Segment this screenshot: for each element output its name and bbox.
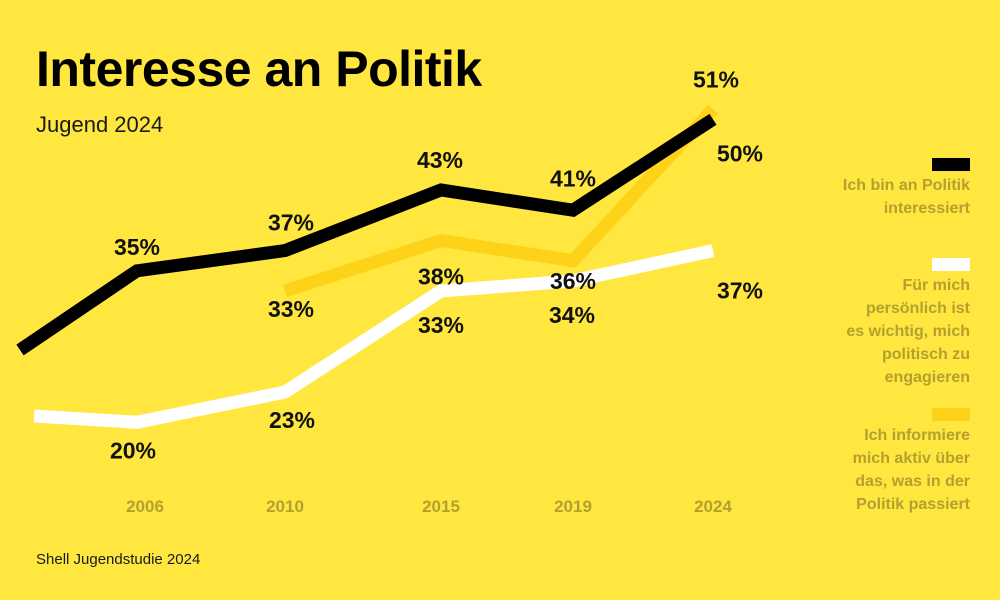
legend-label-line: es wichtig, mich (846, 323, 970, 340)
data-label: 33% (418, 312, 464, 338)
data-label: 37% (717, 278, 763, 304)
x-tick-label: 2010 (266, 497, 304, 516)
chart-title: Interesse an Politik (36, 41, 482, 97)
series-line (33, 244, 715, 429)
source-note: Shell Jugendstudie 2024 (36, 551, 201, 568)
legend-label-line: das, was in der (855, 473, 970, 490)
legend-label-line: interessiert (883, 200, 970, 217)
data-label: 35% (114, 234, 160, 260)
legend-swatch (932, 158, 970, 171)
data-label: 23% (269, 407, 315, 433)
data-label: 20% (110, 437, 156, 463)
data-label: 34% (549, 302, 595, 328)
data-label: 50% (717, 140, 763, 166)
legend-label-line: Ich informiere (864, 427, 970, 444)
data-label: 37% (268, 210, 314, 236)
chart-subtitle: Jugend 2024 (36, 112, 164, 137)
legend-label-line: Für mich (902, 277, 970, 294)
legend-label-line: engagieren (884, 369, 970, 386)
legend-label-line: politisch zu (882, 346, 970, 363)
legend-swatch (932, 408, 970, 421)
legend-label: Für mich persönlich ist es wichtig, mich po… (800, 274, 970, 389)
x-tick-label: 2015 (422, 497, 460, 516)
legend-label-line: persönlich ist (865, 300, 970, 317)
x-tick-label: 2024 (694, 497, 732, 516)
data-label: 38% (418, 264, 464, 290)
legend-label-line: mich aktiv über (852, 450, 970, 467)
series-line (282, 104, 718, 298)
data-label: 51% (693, 66, 739, 92)
data-label: 43% (417, 147, 463, 173)
series-line (16, 113, 717, 356)
legend-label-line: Politik passiert (856, 496, 970, 513)
legend-label-line: Ich bin an Politik (842, 177, 970, 194)
data-label: 33% (268, 296, 314, 322)
legend-label: Ich bin an Politik interessiert (800, 174, 970, 220)
legend-swatch (932, 258, 970, 271)
x-tick-label: 2019 (554, 497, 592, 516)
legend-label: Ich informiere mich aktiv über das, was in… (800, 424, 970, 516)
data-label: 36% (550, 268, 596, 294)
data-label: 41% (550, 165, 596, 191)
x-tick-label: 2006 (126, 497, 164, 516)
